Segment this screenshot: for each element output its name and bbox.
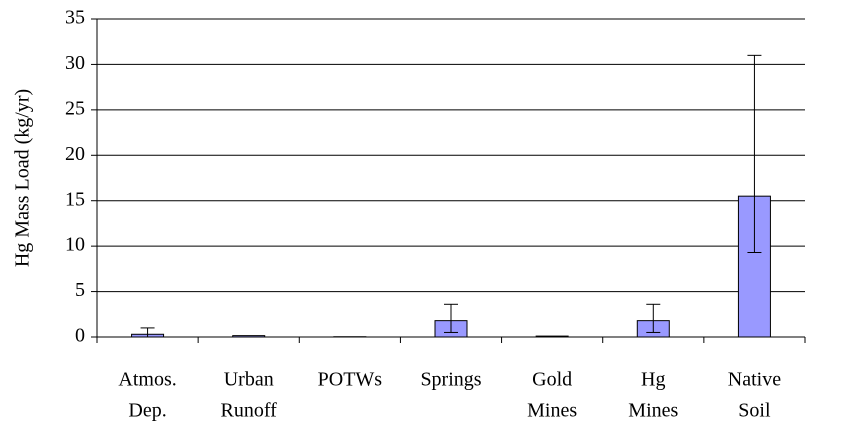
x-tick-label: Mines (527, 400, 577, 422)
y-tick-label: 5 (75, 279, 85, 301)
y-tick-label: 20 (65, 143, 85, 165)
x-tick-label: Urban (224, 369, 274, 391)
y-axis-title: Hg Mass Load (kg/yr) (12, 89, 34, 267)
x-tick-label: Native (728, 369, 781, 391)
x-tick-label: Soil (738, 400, 771, 422)
y-tick-label: 10 (65, 234, 85, 256)
x-tick-label: Gold (532, 369, 572, 391)
y-tick-label: 30 (65, 52, 85, 74)
x-tick-label: Runoff (221, 400, 278, 422)
x-tick-label: Dep. (128, 400, 166, 422)
x-tick-label: POTWs (318, 369, 383, 391)
y-tick-label: 0 (75, 325, 85, 347)
x-tick-label: Springs (420, 369, 481, 391)
y-tick-label: 15 (65, 188, 85, 210)
y-tick-label: 35 (65, 7, 85, 29)
x-tick-label: Hg (641, 369, 665, 391)
x-tick-label: Mines (628, 400, 678, 422)
y-tick-label: 25 (65, 97, 85, 119)
x-tick-label: Atmos. (118, 369, 176, 391)
